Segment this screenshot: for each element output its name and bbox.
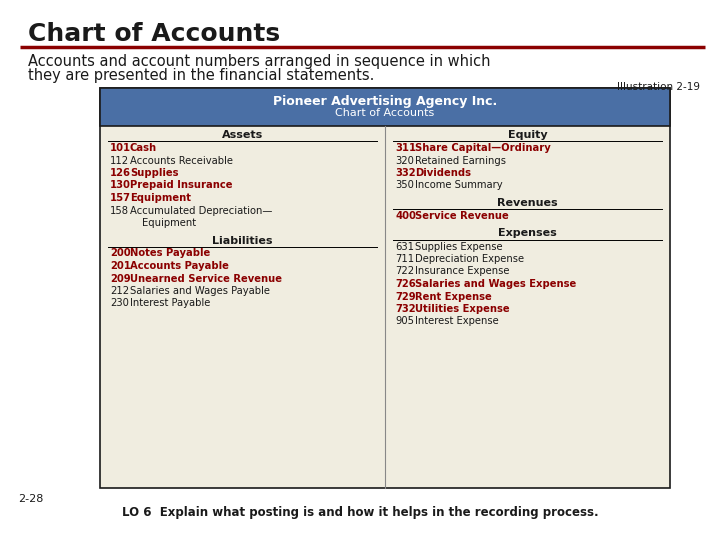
Text: 726: 726 — [395, 279, 415, 289]
Text: Unearned Service Revenue: Unearned Service Revenue — [130, 273, 282, 284]
Text: Interest Payable: Interest Payable — [130, 299, 210, 308]
Text: 332: 332 — [395, 168, 415, 178]
Text: 157: 157 — [110, 193, 131, 203]
Text: 200: 200 — [110, 248, 130, 259]
Text: Equity: Equity — [508, 130, 547, 140]
Text: Accounts Receivable: Accounts Receivable — [130, 156, 233, 165]
Text: Rent Expense: Rent Expense — [415, 292, 492, 301]
Text: 631: 631 — [395, 241, 414, 252]
Text: 729: 729 — [395, 292, 415, 301]
Text: Notes Payable: Notes Payable — [130, 248, 210, 259]
Text: Service Revenue: Service Revenue — [415, 211, 509, 221]
Text: Insurance Expense: Insurance Expense — [415, 267, 510, 276]
Text: 101: 101 — [110, 143, 131, 153]
Text: Cash: Cash — [130, 143, 157, 153]
Text: Supplies: Supplies — [130, 168, 179, 178]
Text: 212: 212 — [110, 286, 129, 296]
Text: Pioneer Advertising Agency Inc.: Pioneer Advertising Agency Inc. — [273, 95, 497, 108]
Text: 158: 158 — [110, 206, 129, 215]
Text: Interest Expense: Interest Expense — [415, 316, 499, 327]
Text: Assets: Assets — [222, 130, 263, 140]
Text: Accounts and account numbers arranged in sequence in which: Accounts and account numbers arranged in… — [28, 54, 490, 69]
Text: Salaries and Wages Expense: Salaries and Wages Expense — [415, 279, 576, 289]
Text: Depreciation Expense: Depreciation Expense — [415, 254, 524, 264]
Text: Equipment: Equipment — [130, 193, 191, 203]
Text: Supplies Expense: Supplies Expense — [415, 241, 503, 252]
Text: LO 6  Explain what posting is and how it helps in the recording process.: LO 6 Explain what posting is and how it … — [122, 506, 598, 519]
Text: 350: 350 — [395, 180, 414, 191]
Text: Prepaid Insurance: Prepaid Insurance — [130, 180, 233, 191]
Text: Chart of Accounts: Chart of Accounts — [336, 108, 435, 118]
Text: Chart of Accounts: Chart of Accounts — [28, 22, 280, 46]
Text: Income Summary: Income Summary — [415, 180, 503, 191]
Text: 711: 711 — [395, 254, 414, 264]
Text: Dividends: Dividends — [415, 168, 471, 178]
Text: 201: 201 — [110, 261, 131, 271]
Text: 311: 311 — [395, 143, 416, 153]
FancyBboxPatch shape — [100, 88, 670, 488]
Text: Accounts Payable: Accounts Payable — [130, 261, 229, 271]
Text: Expenses: Expenses — [498, 228, 557, 239]
Text: 230: 230 — [110, 299, 129, 308]
Text: Share Capital—Ordinary: Share Capital—Ordinary — [415, 143, 551, 153]
Text: 126: 126 — [110, 168, 131, 178]
Text: 722: 722 — [395, 267, 414, 276]
Text: 320: 320 — [395, 156, 414, 165]
Text: Illustration 2-19: Illustration 2-19 — [617, 82, 700, 92]
Text: Retained Earnings: Retained Earnings — [415, 156, 506, 165]
Text: they are presented in the financial statements.: they are presented in the financial stat… — [28, 68, 374, 83]
Text: 905: 905 — [395, 316, 414, 327]
Text: 130: 130 — [110, 180, 131, 191]
Text: 112: 112 — [110, 156, 129, 165]
Text: Salaries and Wages Payable: Salaries and Wages Payable — [130, 286, 270, 296]
Text: Utilities Expense: Utilities Expense — [415, 304, 510, 314]
Text: Liabilities: Liabilities — [212, 235, 273, 246]
Text: Equipment: Equipment — [142, 218, 196, 228]
FancyBboxPatch shape — [100, 88, 670, 126]
Text: 400: 400 — [395, 211, 416, 221]
Text: 732: 732 — [395, 304, 415, 314]
Text: Accumulated Depreciation—: Accumulated Depreciation— — [130, 206, 272, 215]
Text: 209: 209 — [110, 273, 130, 284]
Text: 2-28: 2-28 — [18, 494, 43, 504]
Text: Revenues: Revenues — [498, 198, 558, 208]
